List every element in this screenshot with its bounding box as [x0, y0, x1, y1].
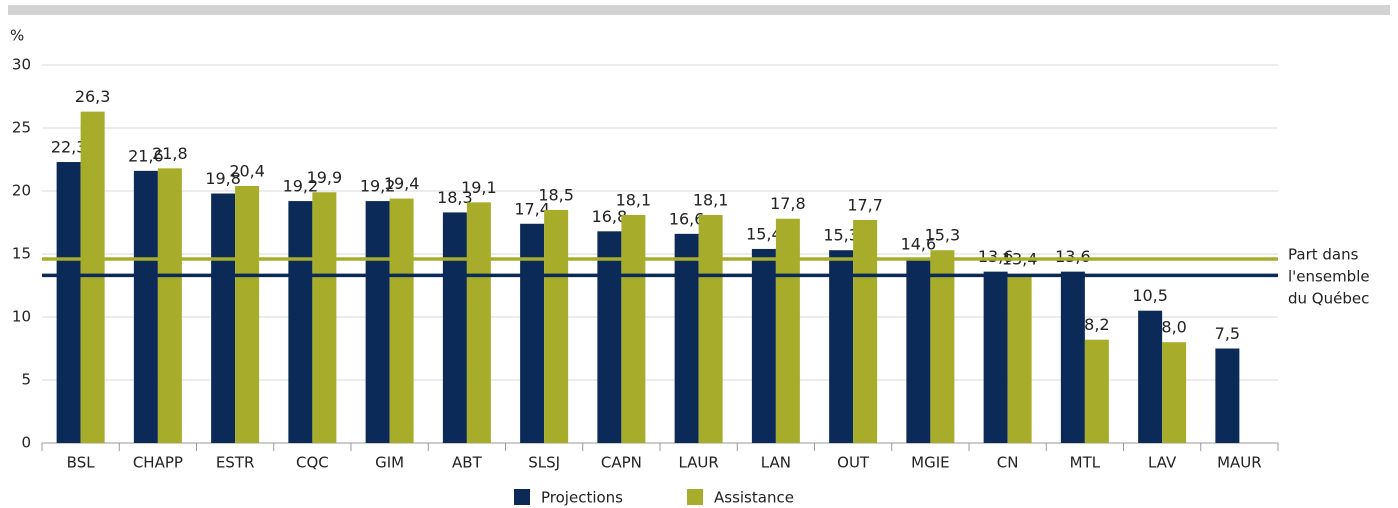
y-tick-label: 25	[12, 119, 31, 137]
x-tick-label: GIM	[375, 454, 404, 472]
bar	[1138, 310, 1163, 443]
legend-swatch	[687, 489, 703, 505]
value-label: 26,3	[75, 87, 111, 106]
value-label: 19,2	[360, 177, 396, 196]
bar	[442, 212, 467, 443]
value-label: 19,1	[461, 178, 497, 197]
bar	[597, 231, 622, 443]
bar	[621, 214, 646, 443]
x-tick-label: OUT	[837, 454, 870, 472]
y-tick-label: 15	[12, 245, 31, 263]
x-tick-label: CAPN	[601, 454, 642, 472]
value-label: 17,4	[514, 199, 550, 218]
value-label: 8,2	[1084, 315, 1109, 334]
x-tick-label: CHAPP	[133, 454, 183, 472]
value-label: 13,6	[1055, 247, 1091, 266]
value-label: 21,8	[152, 144, 188, 163]
reference-annotation: l'ensemble	[1288, 268, 1370, 286]
bar	[930, 250, 955, 443]
bar	[775, 218, 800, 443]
bar	[1162, 342, 1187, 443]
value-label: 15,3	[823, 226, 859, 245]
value-label: 22,3	[51, 138, 87, 157]
value-label: 18,1	[693, 190, 729, 209]
value-label: 19,8	[205, 169, 241, 188]
value-label: 18,3	[437, 188, 473, 207]
value-label: 17,8	[770, 194, 806, 213]
x-tick-label: CQC	[296, 454, 329, 472]
bar	[389, 198, 414, 443]
bar	[829, 250, 854, 443]
x-tick-label: SLSJ	[528, 454, 560, 472]
bar	[466, 202, 491, 443]
x-tick-label: MTL	[1070, 454, 1101, 472]
x-tick-label: ESTR	[216, 454, 255, 472]
bar	[1215, 348, 1240, 443]
bar	[312, 192, 337, 443]
value-label: 20,4	[229, 161, 265, 180]
x-tick-label: ABT	[452, 454, 483, 472]
bar	[983, 271, 1008, 443]
y-tick-label: 10	[12, 308, 31, 326]
value-label: 17,7	[847, 195, 883, 214]
bar	[751, 248, 776, 443]
x-tick-label: MAUR	[1217, 454, 1262, 472]
bar	[56, 162, 81, 443]
value-label: 10,5	[1132, 286, 1168, 305]
value-label: 19,9	[307, 168, 343, 187]
bar	[211, 193, 236, 443]
value-label: 15,4	[746, 224, 782, 243]
bar	[853, 219, 878, 443]
bar	[1084, 339, 1109, 443]
x-tick-label: BSL	[67, 454, 96, 472]
legend-label: Assistance	[714, 489, 794, 507]
reference-annotation: Part dans	[1288, 246, 1359, 264]
bar	[288, 201, 313, 443]
bar	[674, 233, 699, 443]
y-tick-label: 0	[21, 434, 31, 452]
y-unit-label: %	[10, 27, 24, 45]
y-tick-label: 5	[21, 371, 31, 389]
bar	[157, 168, 182, 443]
bar	[133, 170, 158, 443]
x-tick-label: LAN	[761, 454, 791, 472]
value-label: 8,0	[1161, 318, 1186, 337]
value-label: 18,1	[616, 190, 652, 209]
bar	[906, 259, 931, 443]
value-label: 21,6	[128, 146, 164, 165]
bar	[544, 209, 569, 443]
top-band	[8, 5, 1390, 15]
value-label: 16,8	[592, 207, 628, 226]
bar	[365, 201, 390, 443]
y-tick-label: 20	[12, 182, 31, 200]
bar	[520, 223, 545, 443]
value-label: 15,3	[925, 226, 961, 245]
legend-swatch	[514, 489, 530, 505]
value-label: 7,5	[1215, 324, 1240, 343]
legend-label: Projections	[541, 489, 623, 507]
value-label: 19,2	[283, 177, 319, 196]
value-label: 16,6	[669, 209, 705, 228]
reference-annotation: du Québec	[1288, 290, 1369, 308]
value-label: 19,4	[384, 174, 420, 193]
x-tick-label: CN	[997, 454, 1019, 472]
bar	[1007, 274, 1032, 443]
bar	[235, 185, 260, 443]
y-tick-label: 30	[12, 56, 31, 74]
bar	[80, 111, 105, 444]
value-label: 14,6	[901, 235, 937, 254]
x-tick-label: LAUR	[678, 454, 718, 472]
bar	[698, 214, 723, 443]
value-label: 18,5	[538, 185, 574, 204]
x-tick-label: LAV	[1148, 454, 1177, 472]
bar	[1060, 271, 1085, 443]
x-tick-label: MGIE	[911, 454, 949, 472]
value-label: 13,6	[978, 247, 1014, 266]
